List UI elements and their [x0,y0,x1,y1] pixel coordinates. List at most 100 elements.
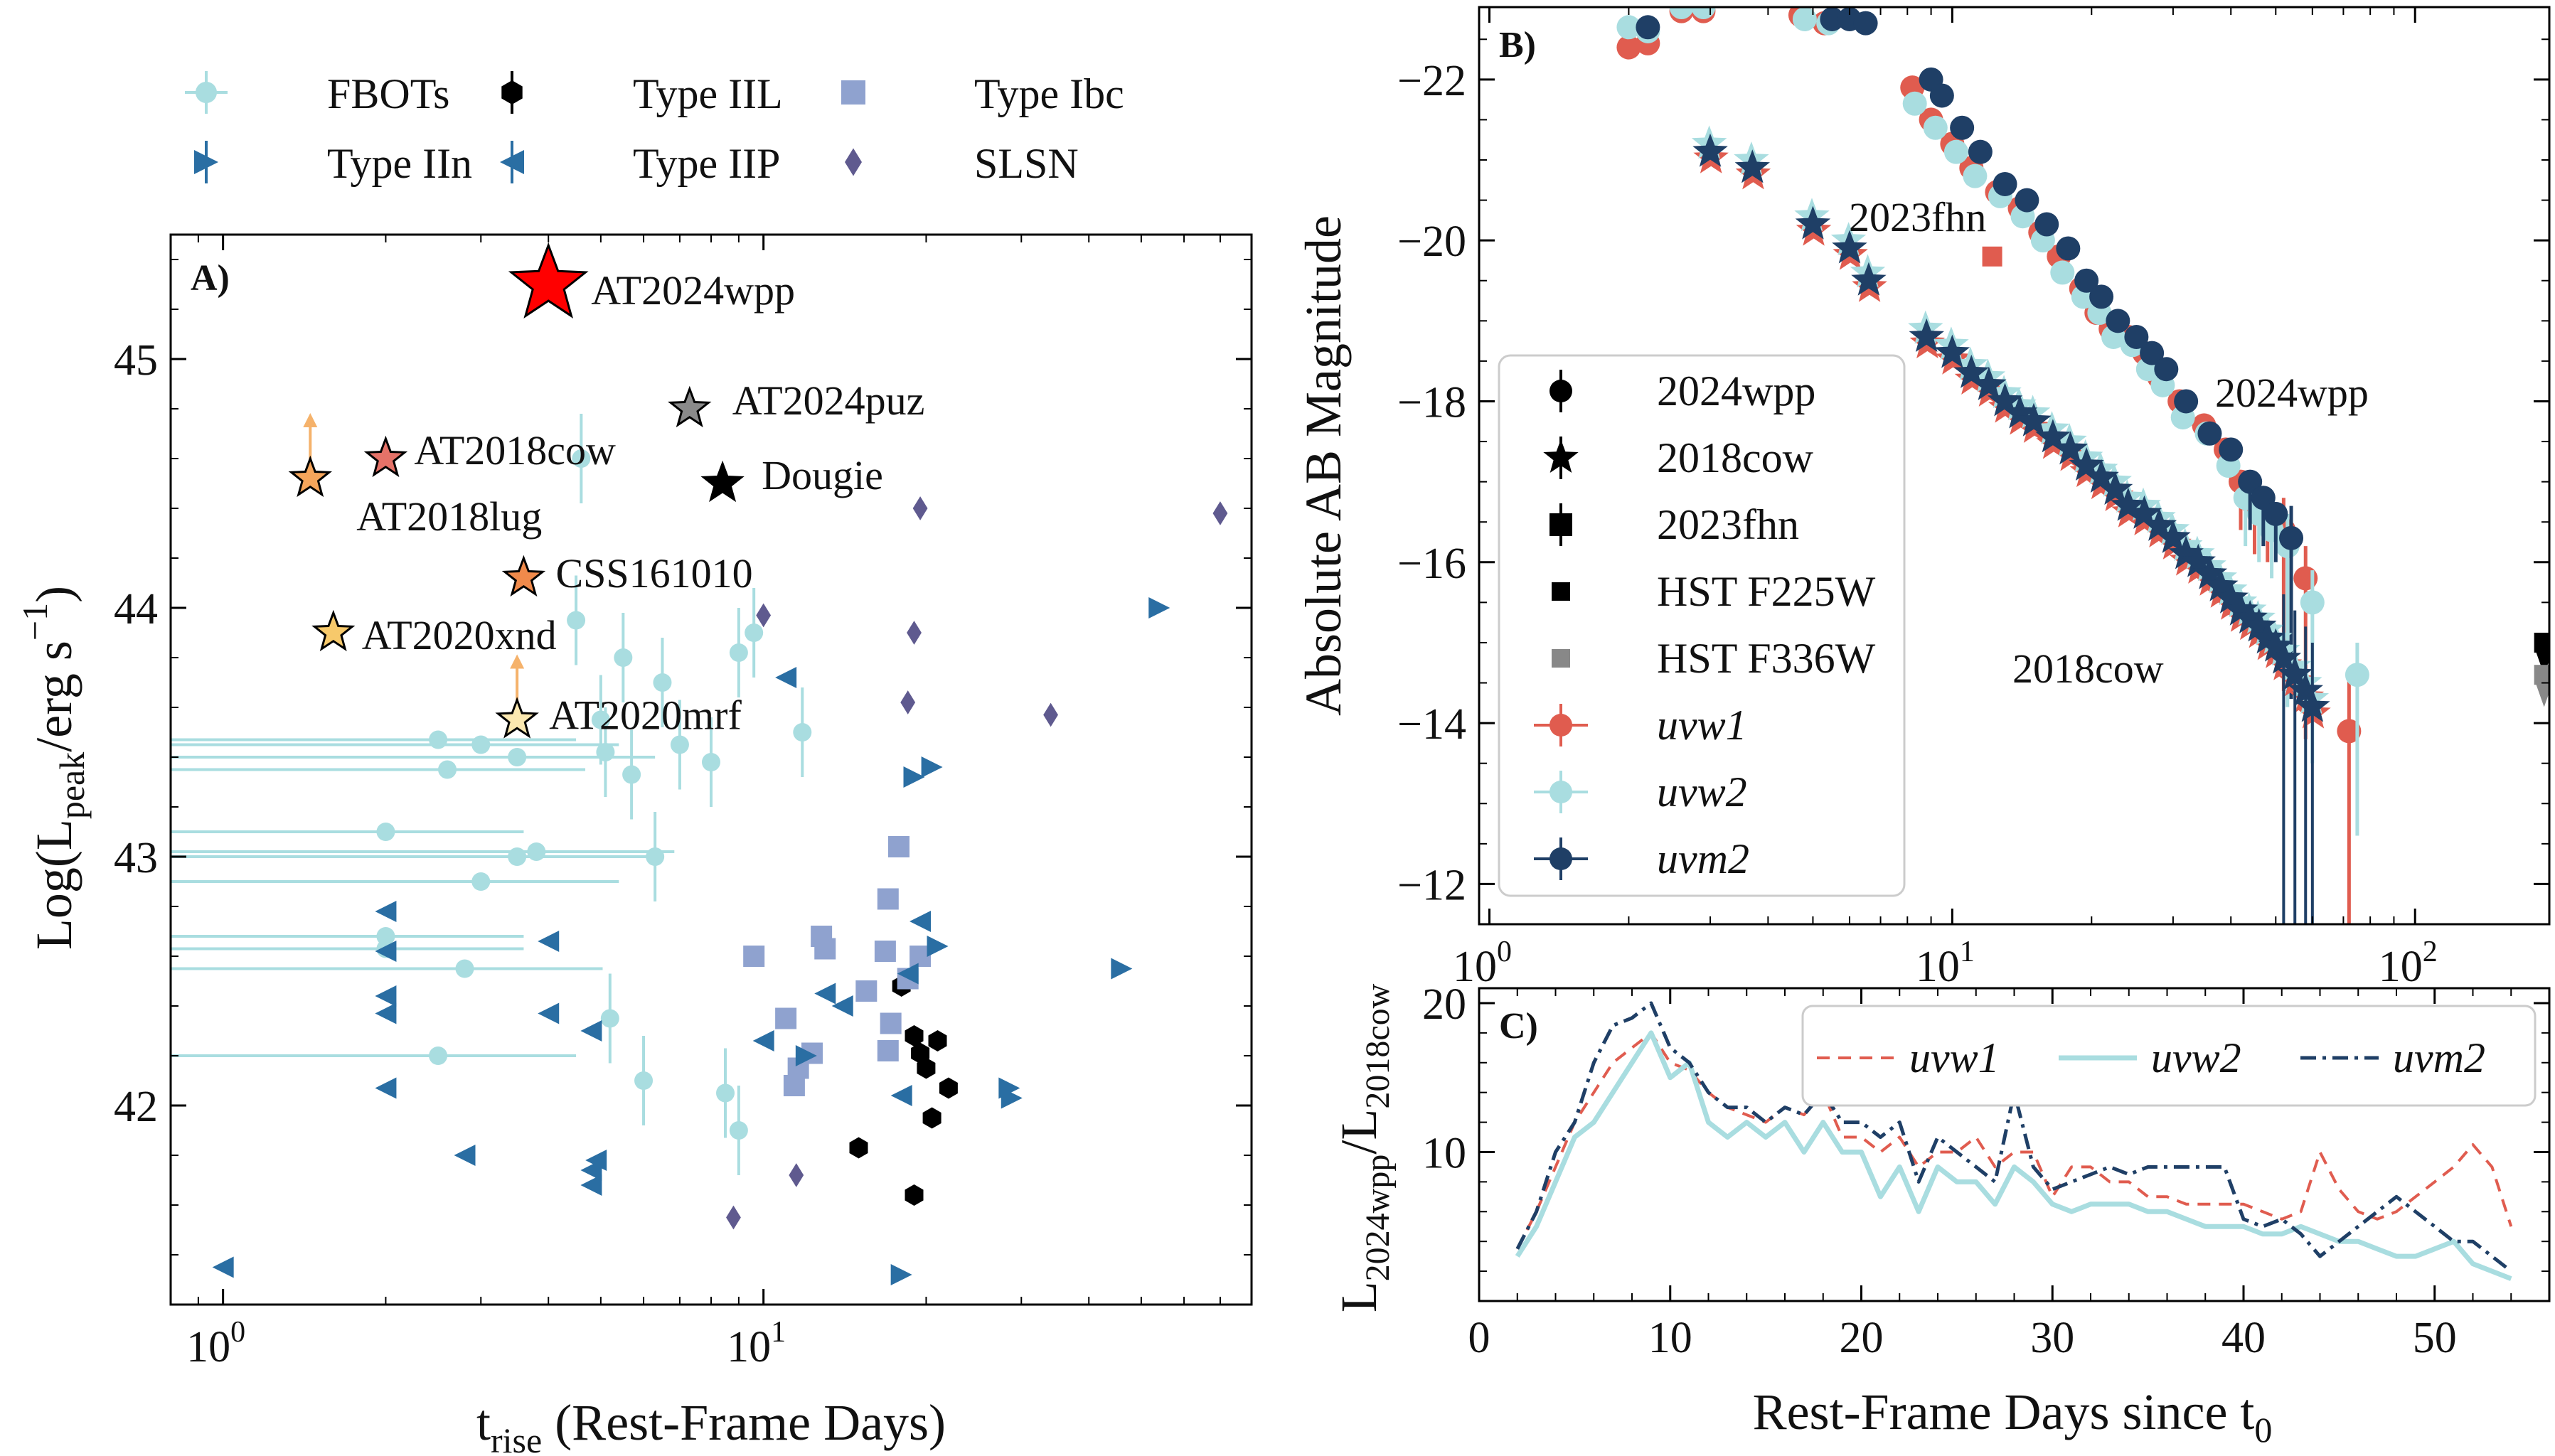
panel-a-tag: A) [191,258,230,299]
panel-a-axes: AT2024wpp AT2024puz AT2018cow AT2018lug Doug… [114,235,1252,1371]
legend-marker-hst-f225w [1552,582,1570,601]
point-type-iip [890,1085,912,1106]
star-2018cow [2266,640,2302,674]
point-type-iil [905,1025,924,1046]
point-2024wpp-uvw2 [1616,15,1641,40]
point-type-iip [910,911,932,932]
point-2024wpp-uvm2 [2056,236,2081,261]
point-type-iip [580,1174,602,1196]
legend-marker-2024wpp [1549,380,1572,402]
point-type-iip [375,941,397,962]
point-type-iil [939,1077,958,1099]
legend-marker-2023fhn [1549,513,1572,536]
point-type-iin [921,756,943,778]
point-slsn [789,1163,804,1187]
point-fbots [596,743,615,761]
panel-b-plot-area [1616,7,2549,924]
point-2024wpp-uvm2 [2154,357,2179,382]
star-2018cow [2258,628,2293,662]
legend-marker-hst-f336w [1552,649,1570,668]
point-fbots [527,842,546,861]
point-type-ibc [874,941,896,962]
point-2024wpp-uvm2 [2238,469,2263,494]
ytick-label: −14 [1397,700,1466,749]
xtick-label: 30 [2030,1314,2074,1362]
point-fbots [614,648,633,667]
legend-marker-uvw2 [1549,781,1572,803]
point-fbots [429,730,448,749]
point-type-iip [897,963,919,985]
xtick-label: 101 [727,1316,786,1371]
ytick-label: −12 [1397,861,1466,909]
panel-c: 0 10 20 30 40 50 10 20 C) Rest-Frame Days since… [1330,980,2551,1450]
point-2024wpp-uvm2 [2106,309,2130,333]
star-2018cow [2250,620,2285,654]
point-type-iip [212,1256,234,1278]
star-2018cow [2002,395,2038,429]
legend-label-2023fhn: 2023fhn [1657,501,1799,548]
star-2018cow [2192,555,2228,589]
legend-marker-type-iil [501,80,523,105]
star-2018cow [1987,382,2023,417]
annotation-2023fhn: 2023fhn [1849,194,1986,240]
point-2024wpp-uvw1 [2337,719,2362,744]
point-type-iin [890,1264,912,1285]
label-at2020mrf: AT2020mrf [549,692,742,739]
star-2018cow [1692,133,1728,167]
legend-label-uvm2: uvm2 [1657,835,1749,882]
panel-c-legend: uvw1 uvw2 uvm2 [1801,1005,2537,1107]
point-2024wpp-uvm2 [2219,437,2244,462]
point-2024wpp-uvm2 [2140,341,2165,365]
ytick-label: −18 [1397,378,1466,427]
star-at2018lug [288,455,332,498]
label-at2020xnd: AT2020xnd [362,612,557,658]
point-fbots [745,623,764,642]
point-type-iin [1111,958,1133,980]
xtick-label: 20 [1840,1314,1884,1362]
point-type-ibc [814,938,836,960]
point-type-iip [375,985,397,1007]
panel-b-ylabel: Absolute AB Magnitude [1295,215,1352,716]
point-slsn [907,621,922,645]
point-2024wpp-uvw2 [1691,7,1716,19]
point-type-iip [375,1002,397,1024]
star-at2020mrf [495,697,539,739]
label-at2024wpp: AT2024wpp [591,267,795,314]
xtick-label: 102 [2379,936,2438,991]
point-2024wpp-uvm2 [2124,324,2149,349]
point-2024wpp-uvm2 [2034,212,2059,237]
point-type-iil [917,1057,936,1079]
panel-c-plot-area [1515,1001,2513,1281]
ytick-label: −22 [1397,57,1466,105]
panel-c-xlabel: Rest-Frame Days since t0 [1753,1383,2273,1450]
xtick-label: 101 [1916,936,1975,991]
point-2024wpp-uvw2 [1943,139,1968,164]
point-type-iip [538,1002,560,1024]
point-2024wpp-uvw2 [2345,663,2369,687]
legend-label-2024wpp: 2024wpp [1657,368,1815,414]
point-type-iip [752,1030,774,1051]
point-fbots [508,847,527,866]
star-2018cow [2232,600,2268,633]
ytick-label: 42 [114,1083,158,1131]
point-type-iip [580,1020,602,1042]
legend-label-type-iil: Type IIL [633,70,783,117]
ytick-label: 20 [1422,980,1466,1029]
point-fbots [646,847,665,866]
point-fbots [729,643,748,662]
point-type-ibc [775,1007,797,1029]
legend-marker-type-iin [194,150,218,174]
point-2024wpp-uvm2 [2015,188,2039,213]
point-type-iin [927,936,949,957]
panel-b-legend: 2024wpp 2018cow 2023fhn HST F225W HST F336W u… [1498,354,1906,897]
star-2018cow [2084,459,2119,493]
point-2024wpp-uvm2 [1636,15,1660,40]
point-fbots [793,723,812,742]
point-fbots [622,765,641,784]
panel-b-legend-box [1498,354,1906,897]
xtick-exp: 1 [771,1316,786,1349]
point-2024wpp-uvw2 [1923,115,1948,140]
legend-label-uvw1: uvw1 [1909,1034,2000,1081]
point-type-iil [928,1030,947,1051]
